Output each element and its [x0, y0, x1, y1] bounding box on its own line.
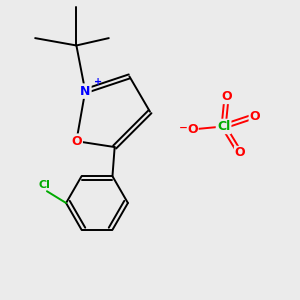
Text: O: O [188, 123, 198, 136]
Text: −: − [179, 123, 188, 133]
Text: Cl: Cl [38, 180, 50, 190]
Text: +: + [94, 77, 102, 87]
Text: Cl: Cl [217, 120, 230, 133]
Text: O: O [221, 91, 232, 103]
Text: N: N [80, 85, 90, 98]
Text: O: O [235, 146, 245, 159]
Text: O: O [249, 110, 260, 123]
Text: O: O [71, 135, 82, 148]
